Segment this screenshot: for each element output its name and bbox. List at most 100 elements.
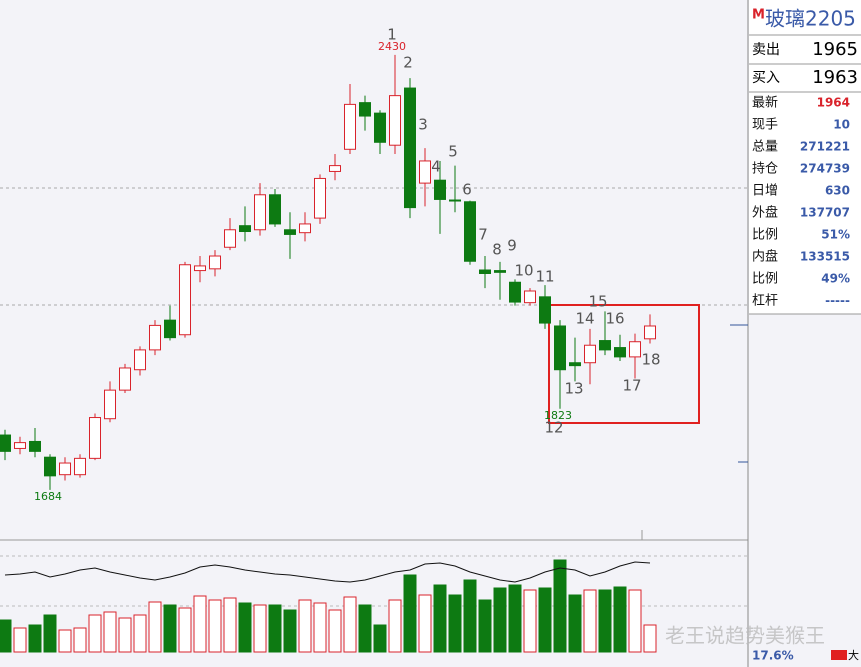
- candle-body: [329, 165, 341, 172]
- candle-body: [404, 87, 416, 209]
- volume-bar: [568, 594, 582, 653]
- wave-label: 11: [535, 268, 554, 286]
- volume-bar: [0, 619, 12, 653]
- candle-body: [29, 440, 41, 452]
- candle-body: [374, 112, 386, 143]
- wave-label: 12: [544, 419, 563, 437]
- candle-body: [509, 281, 521, 303]
- row-label: 总量: [752, 140, 778, 155]
- volume-bar: [553, 559, 567, 653]
- wave-label: 2: [403, 54, 413, 72]
- wave-label: 16: [605, 310, 624, 328]
- candle-body: [14, 442, 26, 449]
- volume-bar: [523, 589, 537, 653]
- candle-body: [629, 341, 641, 358]
- candle-body: [434, 179, 446, 200]
- volume-bar: [148, 601, 162, 653]
- row-label: 最新: [752, 95, 778, 111]
- candle-body: [599, 340, 611, 351]
- ask-label: 卖出: [752, 42, 780, 58]
- wave-label: 1: [387, 26, 397, 44]
- row-label: 外盘: [752, 205, 778, 221]
- row-label: 比例: [752, 272, 778, 287]
- candle-body: [239, 225, 251, 233]
- candle-body: [494, 270, 506, 273]
- volume-bar: [73, 627, 87, 653]
- wave-label: 9: [507, 237, 517, 255]
- volume-bar: [538, 587, 552, 653]
- volume-bar: [313, 602, 327, 653]
- candle-body: [0, 434, 11, 452]
- size-button[interactable]: [831, 650, 847, 660]
- candle-body: [179, 264, 191, 336]
- candle-body: [59, 462, 71, 476]
- row-value: 10: [833, 118, 850, 132]
- badge: M: [752, 8, 765, 23]
- chart-background: [0, 0, 748, 667]
- volume-bar: [418, 594, 432, 653]
- candle-body: [344, 103, 356, 150]
- size-button-label[interactable]: 大: [848, 648, 859, 662]
- row-value: 630: [825, 184, 850, 198]
- volume-bar: [373, 624, 387, 653]
- wave-label: 13: [564, 380, 583, 398]
- volume-bar: [58, 629, 72, 653]
- bid-value: 1963: [812, 67, 858, 88]
- volume-bar: [328, 609, 342, 653]
- volume-bar: [103, 611, 117, 653]
- row-value: 274739: [800, 162, 850, 176]
- candle-body: [164, 319, 176, 339]
- volume-bar: [28, 624, 42, 653]
- candle-body: [464, 201, 476, 262]
- volume-bar: [493, 587, 507, 653]
- wave-label: 14: [575, 310, 594, 328]
- low-label: 1684: [34, 490, 62, 503]
- percent: 17.6%: [752, 649, 794, 663]
- volume-bar: [583, 589, 597, 653]
- candle-body: [224, 229, 236, 248]
- quote-panel: [749, 0, 861, 314]
- row-label: 杠杆: [752, 293, 778, 309]
- wave-label: 4: [431, 158, 441, 176]
- candle-body: [644, 325, 656, 340]
- row-value: -----: [825, 294, 850, 308]
- watermark: 老王说趋势美猴王: [665, 624, 825, 648]
- low-label: 1823: [544, 409, 572, 422]
- row-value: 49%: [821, 272, 850, 286]
- wave-label: 10: [514, 262, 533, 280]
- row-value: 51%: [821, 228, 850, 242]
- quote-rows: 最新 1964 现手 10 总量 271221 持仓 274739 日增 630 外盘 137707 比…: [752, 95, 850, 309]
- wave-label: 7: [478, 226, 488, 244]
- candle-body: [149, 324, 161, 351]
- candle-body: [389, 95, 401, 146]
- candle-body: [539, 296, 551, 324]
- candle-body: [449, 199, 461, 202]
- row-label: 现手: [752, 118, 778, 133]
- volume-bar: [13, 627, 27, 653]
- volume-bar: [43, 614, 57, 653]
- candle-body: [284, 229, 296, 235]
- high-label: 2430: [378, 40, 406, 53]
- volume-bar: [463, 579, 477, 653]
- volume-bar: [358, 604, 372, 653]
- symbol-title: 玻璃2205: [765, 7, 856, 31]
- volume-bar: [343, 596, 357, 653]
- wave-label: 15: [588, 293, 607, 311]
- volume-bar: [433, 584, 447, 653]
- volume-bar: [598, 589, 612, 653]
- volume-bar: [223, 597, 237, 653]
- candle-body: [584, 344, 596, 364]
- wave-label: 8: [492, 241, 502, 259]
- volume-bar: [133, 614, 147, 653]
- volume-bar: [238, 602, 252, 653]
- wave-label: 5: [448, 143, 458, 161]
- row-value: 137707: [800, 206, 850, 220]
- candle-body: [569, 362, 581, 367]
- volume-bar: [388, 599, 402, 653]
- volume-bar: [88, 614, 102, 653]
- candle-body: [554, 325, 566, 371]
- volume-bar: [508, 584, 522, 653]
- volume-bar: [118, 617, 132, 653]
- volume-bar: [478, 599, 492, 653]
